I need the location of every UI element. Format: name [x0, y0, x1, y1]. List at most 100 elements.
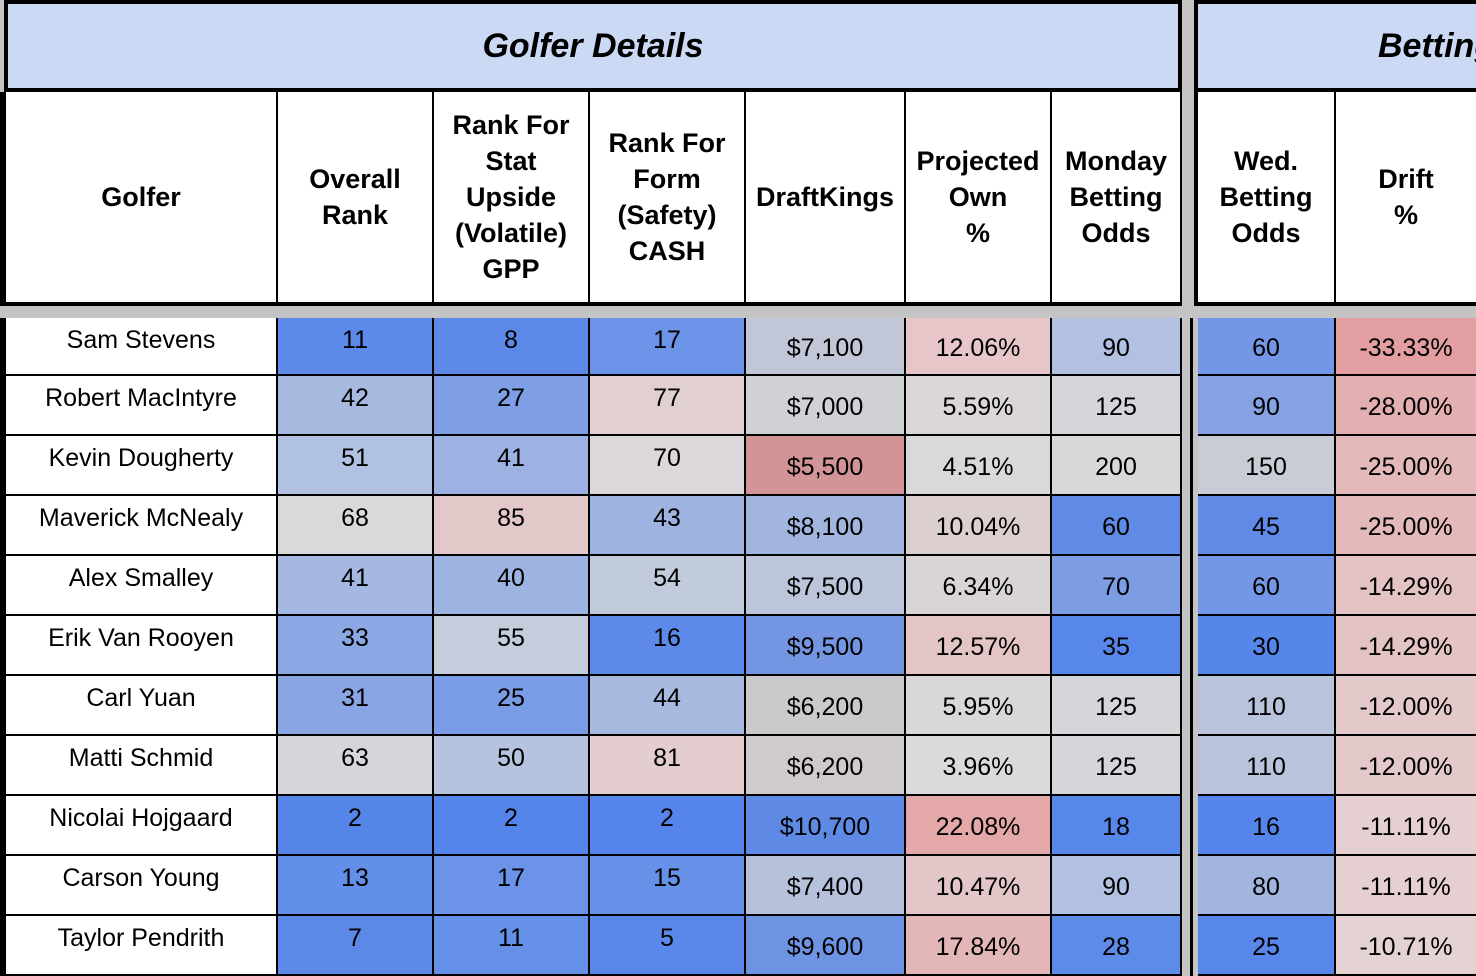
cell-wed-odds[interactable]: 90 — [1198, 376, 1336, 436]
cell-monday-odds[interactable]: 60 — [1052, 496, 1182, 556]
cell-drift[interactable]: -33.33% — [1336, 318, 1476, 376]
cell-stat-rank[interactable]: 50 — [434, 736, 590, 796]
cell-monday-odds[interactable]: 90 — [1052, 856, 1182, 916]
cell-stat-rank[interactable]: 27 — [434, 376, 590, 436]
header-monday-odds[interactable]: Monday Betting Odds — [1052, 92, 1182, 306]
cell-drift[interactable]: -28.00% — [1336, 376, 1476, 436]
cell-overall-rank[interactable]: 13 — [278, 856, 434, 916]
cell-overall-rank[interactable]: 33 — [278, 616, 434, 676]
cell-form-rank[interactable]: 44 — [590, 676, 746, 736]
cell-drift[interactable]: -12.00% — [1336, 676, 1476, 736]
cell-overall-rank[interactable]: 68 — [278, 496, 434, 556]
cell-stat-rank[interactable]: 17 — [434, 856, 590, 916]
cell-monday-odds[interactable]: 35 — [1052, 616, 1182, 676]
cell-overall-rank[interactable]: 7 — [278, 916, 434, 976]
cell-overall-rank[interactable]: 2 — [278, 796, 434, 856]
cell-stat-rank[interactable]: 8 — [434, 318, 590, 376]
cell-draftkings[interactable]: $6,200 — [746, 736, 906, 796]
cell-drift[interactable]: -12.00% — [1336, 736, 1476, 796]
cell-stat-rank[interactable]: 40 — [434, 556, 590, 616]
cell-wed-odds[interactable]: 110 — [1198, 736, 1336, 796]
cell-projected-own[interactable]: 17.84% — [906, 916, 1052, 976]
cell-wed-odds[interactable]: 45 — [1198, 496, 1336, 556]
cell-projected-own[interactable]: 6.34% — [906, 556, 1052, 616]
cell-stat-rank[interactable]: 41 — [434, 436, 590, 496]
cell-form-rank[interactable]: 54 — [590, 556, 746, 616]
cell-form-rank[interactable]: 15 — [590, 856, 746, 916]
header-projected-own[interactable]: Projected Own % — [906, 92, 1052, 306]
cell-golfer[interactable]: Nicolai Hojgaard — [6, 796, 278, 856]
cell-draftkings[interactable]: $9,600 — [746, 916, 906, 976]
header-drift[interactable]: Drift % — [1336, 92, 1476, 306]
header-golfer[interactable]: Golfer — [6, 92, 278, 306]
cell-draftkings[interactable]: $9,500 — [746, 616, 906, 676]
cell-draftkings[interactable]: $7,100 — [746, 318, 906, 376]
cell-drift[interactable]: -14.29% — [1336, 616, 1476, 676]
cell-monday-odds[interactable]: 200 — [1052, 436, 1182, 496]
cell-stat-rank[interactable]: 11 — [434, 916, 590, 976]
cell-form-rank[interactable]: 2 — [590, 796, 746, 856]
cell-golfer[interactable]: Kevin Dougherty — [6, 436, 278, 496]
cell-projected-own[interactable]: 10.04% — [906, 496, 1052, 556]
cell-monday-odds[interactable]: 18 — [1052, 796, 1182, 856]
cell-projected-own[interactable]: 22.08% — [906, 796, 1052, 856]
cell-projected-own[interactable]: 4.51% — [906, 436, 1052, 496]
cell-draftkings[interactable]: $7,400 — [746, 856, 906, 916]
header-overall-rank[interactable]: Overall Rank — [278, 92, 434, 306]
cell-wed-odds[interactable]: 30 — [1198, 616, 1336, 676]
cell-monday-odds[interactable]: 70 — [1052, 556, 1182, 616]
cell-draftkings[interactable]: $8,100 — [746, 496, 906, 556]
cell-golfer[interactable]: Erik Van Rooyen — [6, 616, 278, 676]
cell-form-rank[interactable]: 16 — [590, 616, 746, 676]
cell-monday-odds[interactable]: 125 — [1052, 376, 1182, 436]
cell-form-rank[interactable]: 81 — [590, 736, 746, 796]
cell-wed-odds[interactable]: 16 — [1198, 796, 1336, 856]
cell-projected-own[interactable]: 12.06% — [906, 318, 1052, 376]
cell-wed-odds[interactable]: 150 — [1198, 436, 1336, 496]
cell-wed-odds[interactable]: 60 — [1198, 318, 1336, 376]
cell-overall-rank[interactable]: 42 — [278, 376, 434, 436]
cell-overall-rank[interactable]: 11 — [278, 318, 434, 376]
cell-golfer[interactable]: Taylor Pendrith — [6, 916, 278, 976]
cell-wed-odds[interactable]: 110 — [1198, 676, 1336, 736]
header-wed-odds[interactable]: Wed. Betting Odds — [1198, 92, 1336, 306]
cell-golfer[interactable]: Sam Stevens — [6, 318, 278, 376]
cell-stat-rank[interactable]: 25 — [434, 676, 590, 736]
cell-stat-rank[interactable]: 85 — [434, 496, 590, 556]
cell-drift[interactable]: -11.11% — [1336, 796, 1476, 856]
cell-draftkings[interactable]: $7,500 — [746, 556, 906, 616]
cell-stat-rank[interactable]: 55 — [434, 616, 590, 676]
header-draftkings[interactable]: DraftKings — [746, 92, 906, 306]
cell-golfer[interactable]: Carson Young — [6, 856, 278, 916]
cell-drift[interactable]: -25.00% — [1336, 496, 1476, 556]
cell-draftkings[interactable]: $10,700 — [746, 796, 906, 856]
cell-draftkings[interactable]: $5,500 — [746, 436, 906, 496]
cell-monday-odds[interactable]: 28 — [1052, 916, 1182, 976]
cell-form-rank[interactable]: 43 — [590, 496, 746, 556]
cell-projected-own[interactable]: 3.96% — [906, 736, 1052, 796]
cell-projected-own[interactable]: 5.95% — [906, 676, 1052, 736]
cell-overall-rank[interactable]: 31 — [278, 676, 434, 736]
cell-monday-odds[interactable]: 125 — [1052, 676, 1182, 736]
cell-monday-odds[interactable]: 90 — [1052, 318, 1182, 376]
cell-draftkings[interactable]: $7,000 — [746, 376, 906, 436]
cell-stat-rank[interactable]: 2 — [434, 796, 590, 856]
cell-drift[interactable]: -10.71% — [1336, 916, 1476, 976]
cell-golfer[interactable]: Carl Yuan — [6, 676, 278, 736]
cell-overall-rank[interactable]: 51 — [278, 436, 434, 496]
cell-drift[interactable]: -11.11% — [1336, 856, 1476, 916]
cell-projected-own[interactable]: 10.47% — [906, 856, 1052, 916]
cell-form-rank[interactable]: 17 — [590, 318, 746, 376]
cell-wed-odds[interactable]: 80 — [1198, 856, 1336, 916]
cell-projected-own[interactable]: 5.59% — [906, 376, 1052, 436]
cell-golfer[interactable]: Robert MacIntyre — [6, 376, 278, 436]
cell-drift[interactable]: -14.29% — [1336, 556, 1476, 616]
cell-form-rank[interactable]: 70 — [590, 436, 746, 496]
cell-draftkings[interactable]: $6,200 — [746, 676, 906, 736]
cell-golfer[interactable]: Matti Schmid — [6, 736, 278, 796]
cell-overall-rank[interactable]: 41 — [278, 556, 434, 616]
cell-monday-odds[interactable]: 125 — [1052, 736, 1182, 796]
cell-wed-odds[interactable]: 60 — [1198, 556, 1336, 616]
cell-form-rank[interactable]: 77 — [590, 376, 746, 436]
cell-golfer[interactable]: Maverick McNealy — [6, 496, 278, 556]
